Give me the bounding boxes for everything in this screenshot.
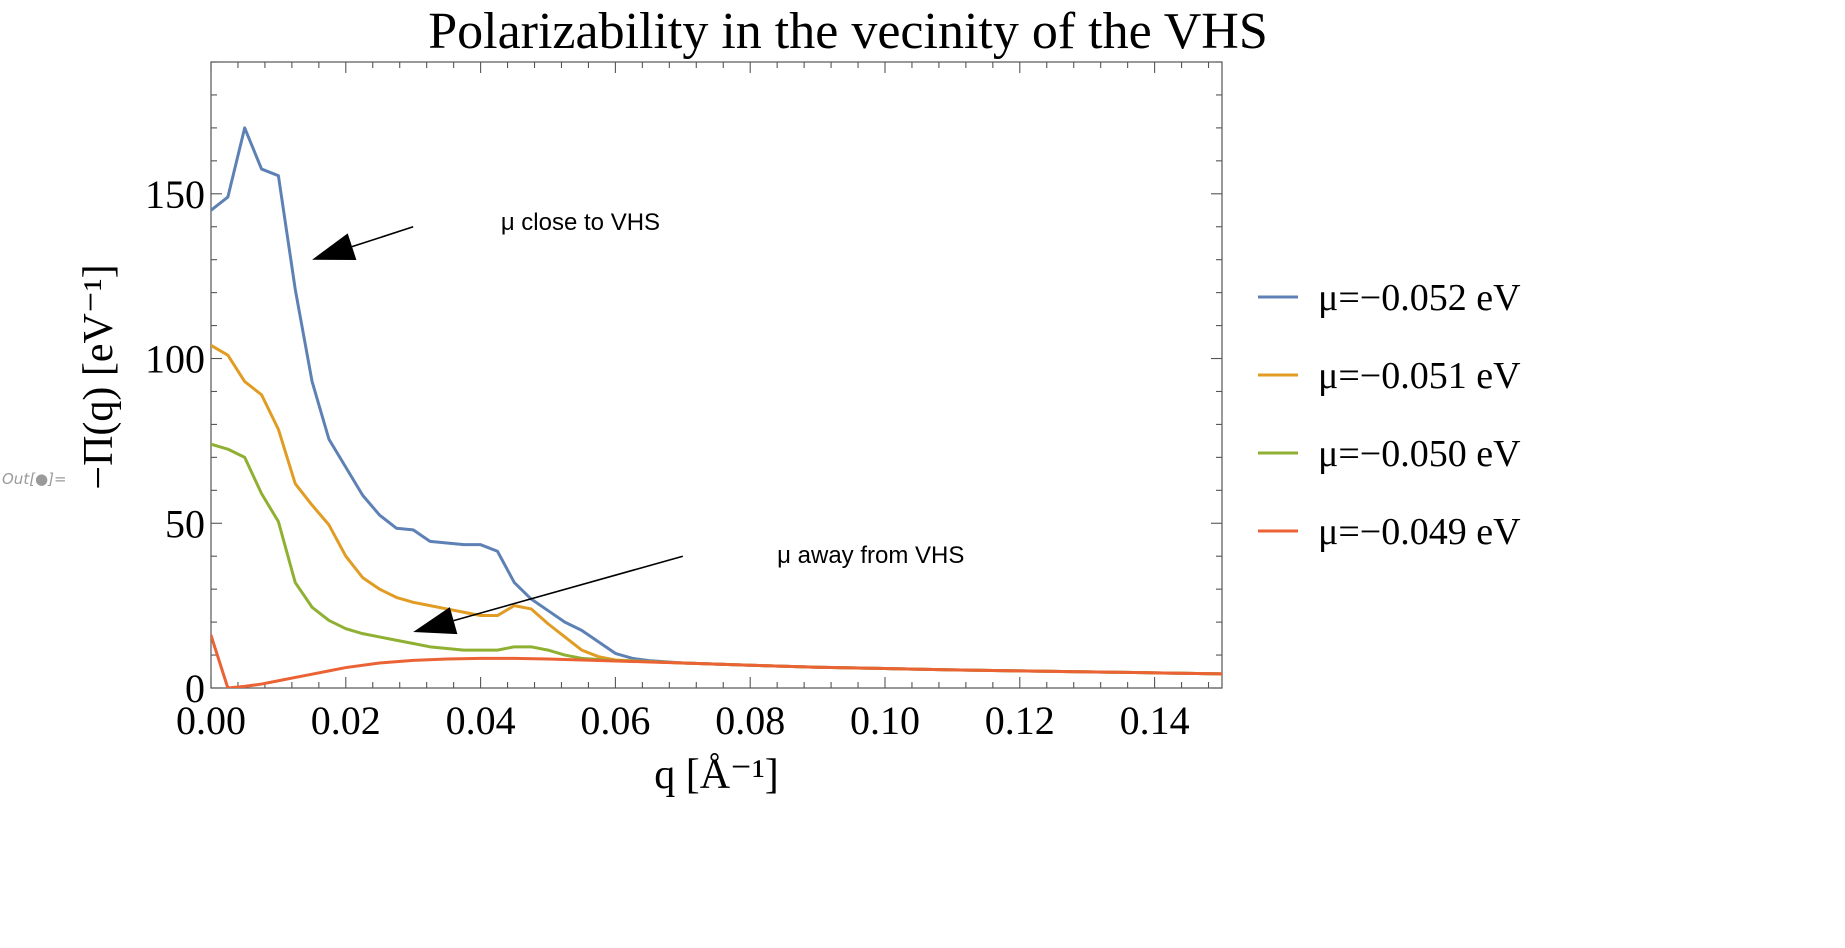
x-tick-label: 0.00: [176, 698, 246, 743]
legend-label: μ=−0.051 eV: [1318, 355, 1521, 397]
legend-label: μ=−0.052 eV: [1318, 277, 1521, 319]
output-cell-label: Out[●]=: [2, 470, 67, 488]
x-tick-label: 0.04: [446, 698, 516, 743]
x-tick-label: 0.12: [985, 698, 1055, 743]
legend: μ=−0.052 eV μ=−0.051 eV μ=−0.050 eV μ=−0.04…: [1258, 277, 1521, 553]
tick-labels: 0.00 0.02 0.04 0.06 0.08 0.10 0.12 0.14 0 50 100 15…: [145, 172, 1190, 743]
y-tick-label: 0: [185, 666, 205, 711]
annotations: μ close to VHS μ away from VHS: [312, 209, 964, 635]
plot-frame: [210, 61, 1223, 689]
x-tick-label: 0.06: [580, 698, 650, 743]
annotation-arrow-head: [312, 233, 357, 260]
x-axis-label: q [Å⁻¹]: [654, 752, 779, 798]
y-axis-label: −Π(q) [eV⁻¹]: [76, 264, 122, 489]
y-tick-label: 100: [145, 337, 205, 382]
annotation-text: μ close to VHS: [501, 209, 660, 236]
chart-title: Polarizability in the vecinity of the VH…: [428, 3, 1268, 60]
x-tick-label: 0.08: [715, 698, 785, 743]
x-tick-label: 0.02: [311, 698, 381, 743]
legend-label: μ=−0.049 eV: [1318, 511, 1521, 553]
annotation-arrow-shaft: [453, 555, 684, 622]
legend-label: μ=−0.050 eV: [1318, 433, 1521, 475]
annotation-arrow-shaft: [351, 225, 414, 248]
series-lines: [211, 126, 1222, 688]
series-line-2: [211, 343, 1222, 676]
axis-ticks: [210, 61, 1222, 689]
x-tick-label: 0.10: [850, 698, 920, 743]
annotation-arrow-head: [413, 607, 458, 635]
y-tick-label: 150: [145, 172, 205, 217]
annotation-text: μ away from VHS: [777, 542, 964, 569]
series-line-4: [211, 633, 1222, 688]
y-tick-label: 50: [165, 501, 205, 546]
x-tick-label: 0.14: [1120, 698, 1190, 743]
series-line-3: [211, 442, 1222, 676]
series-line-1: [211, 126, 1222, 676]
